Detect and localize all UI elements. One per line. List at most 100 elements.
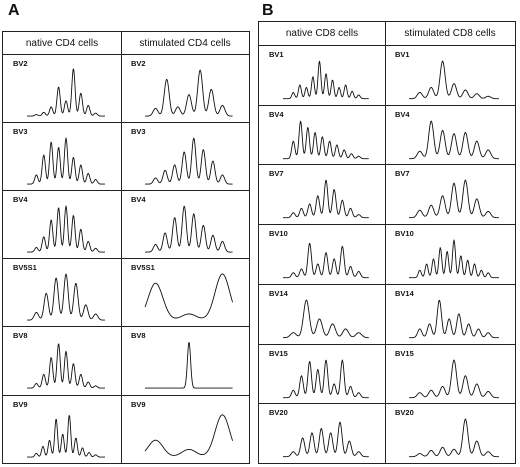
trace-line [144, 413, 234, 456]
spectratype-trace [145, 206, 233, 253]
trace-line [283, 180, 369, 219]
spectratype-trace [27, 273, 105, 321]
row-separator [3, 258, 249, 260]
row-separator [259, 283, 515, 285]
row-separator [259, 45, 515, 46]
row-label: BV8 [13, 331, 28, 341]
row-separator [259, 343, 515, 345]
row-label: BV5S1 [13, 263, 37, 273]
row-separator [3, 326, 249, 328]
row-label: BV9 [13, 399, 28, 409]
spectratype-trace [145, 69, 233, 117]
spectratype-trace [409, 359, 499, 398]
row-label: BV20 [395, 408, 414, 418]
row-separator [3, 54, 249, 55]
spectratype-trace [283, 243, 369, 279]
spectratype-trace [27, 414, 105, 458]
row-separator [259, 164, 515, 166]
panel-b-table: native CD8 cells stimulated CD8 cells BV1 B… [258, 21, 516, 464]
trace-line [27, 137, 105, 185]
trace-line [409, 418, 499, 458]
row-label: BV7 [269, 169, 284, 179]
spectratype-trace [409, 60, 499, 100]
row-label: BV5S1 [131, 263, 155, 273]
row-label: BV14 [395, 288, 414, 298]
row-separator [3, 122, 249, 124]
row-label: BV4 [131, 195, 146, 205]
spectratype-trace [409, 120, 499, 159]
row-label: BV4 [395, 109, 410, 119]
column-divider [121, 32, 122, 463]
trace-line [27, 273, 105, 321]
trace-line [145, 206, 233, 253]
spectratype-trace [145, 137, 233, 185]
spectratype-trace [409, 179, 499, 219]
trace-line [409, 60, 499, 100]
spectratype-trace [283, 60, 369, 100]
spectratype-trace [144, 413, 234, 456]
row-label: BV7 [395, 169, 410, 179]
row-label: BV2 [131, 59, 146, 68]
row-separator [3, 190, 249, 192]
trace-line [27, 414, 105, 458]
spectratype-trace [283, 120, 369, 159]
spectratype-trace [144, 273, 234, 319]
row-label: BV14 [269, 288, 288, 298]
spectratype-trace [27, 137, 105, 185]
row-label: BV9 [131, 399, 146, 409]
row-label: BV4 [13, 195, 28, 205]
trace-line [145, 342, 233, 389]
trace-line [145, 137, 233, 185]
spectratype-trace [27, 343, 105, 389]
trace-line [283, 120, 369, 159]
trace-line [409, 179, 499, 219]
trace-line [145, 69, 233, 117]
row-separator [259, 403, 515, 405]
spectratype-trace [283, 359, 369, 398]
row-separator [259, 224, 515, 226]
spectratype-trace [283, 180, 369, 219]
trace-line [283, 243, 369, 279]
row-label: BV2 [13, 59, 28, 68]
panel-a-table: native CD4 cells stimulated CD4 cells BV2 B… [2, 31, 250, 464]
trace-line [409, 299, 499, 338]
row-label: BV1 [269, 50, 284, 59]
column-header: stimulated CD4 cells [139, 37, 231, 49]
row-label: BV15 [395, 348, 414, 358]
row-label: BV8 [131, 331, 146, 341]
row-separator [259, 104, 515, 106]
row-label: BV3 [13, 127, 28, 137]
row-label: BV15 [269, 348, 288, 358]
trace-line [409, 359, 499, 398]
spectratype-trace [409, 239, 499, 279]
panel-a-letter: A [8, 2, 20, 19]
row-label: BV20 [269, 408, 288, 418]
row-label: BV10 [269, 229, 288, 239]
trace-line [27, 68, 105, 117]
spectratype-trace [409, 299, 499, 338]
trace-line [283, 299, 369, 338]
row-label: BV4 [269, 109, 284, 119]
column-divider [385, 22, 386, 463]
trace-line [409, 120, 499, 159]
spectratype-trace [409, 418, 499, 458]
trace-line [283, 60, 369, 100]
spectratype-trace [283, 299, 369, 338]
spectratype-trace [27, 68, 105, 117]
column-header: native CD4 cells [25, 37, 99, 49]
row-separator [3, 394, 249, 396]
panel-b-letter: B [262, 2, 274, 19]
column-header: stimulated CD8 cells [404, 28, 496, 39]
spectratype-trace [283, 421, 369, 458]
spectratype-trace [145, 342, 233, 389]
spectratype-trace [27, 205, 105, 253]
row-label: BV10 [395, 229, 414, 239]
trace-line [27, 343, 105, 389]
column-header: native CD8 cells [285, 28, 359, 39]
row-label: BV1 [395, 50, 410, 59]
trace-line [283, 421, 369, 458]
trace-line [409, 239, 499, 279]
trace-line [283, 359, 369, 398]
trace-line [27, 205, 105, 253]
row-label: BV3 [131, 127, 146, 137]
